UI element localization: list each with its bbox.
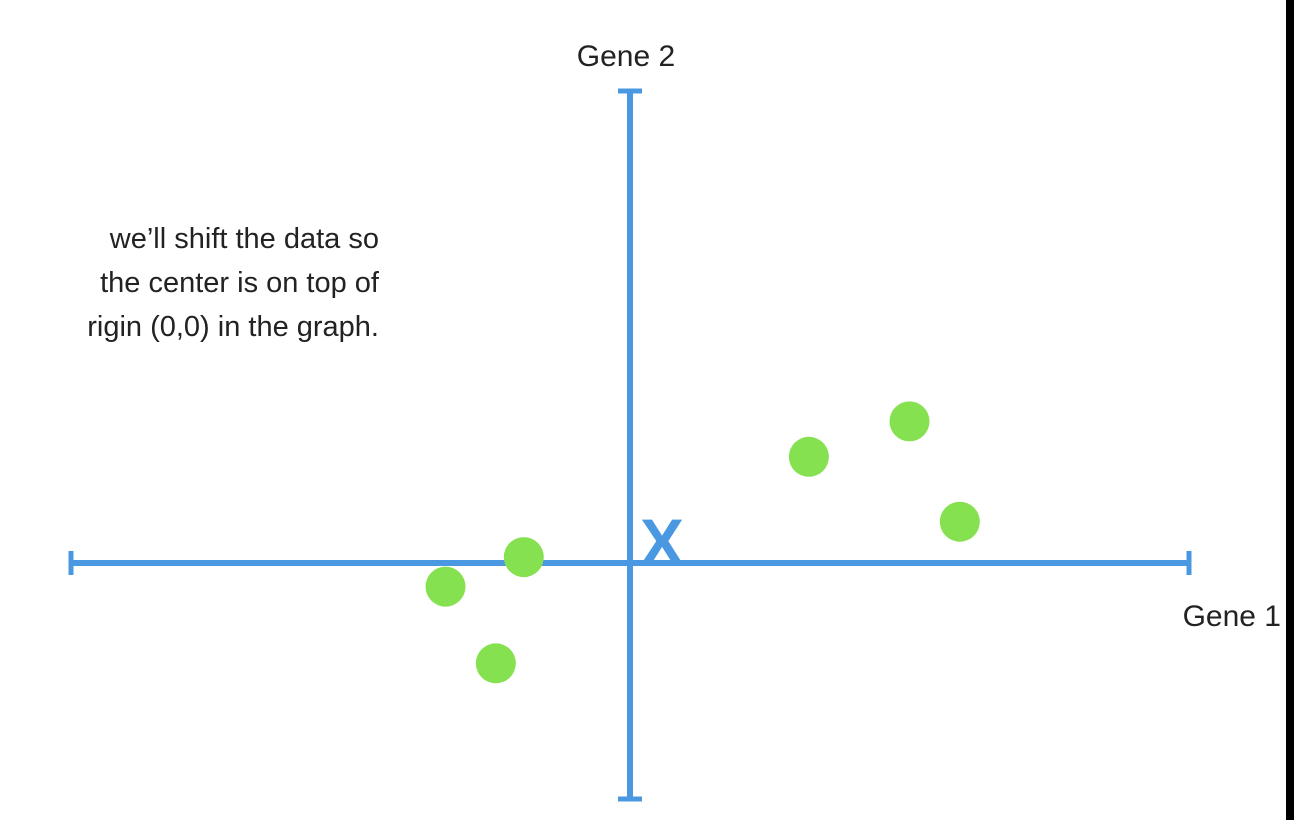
caption-text: we’ll shift the data so the center is on… xyxy=(0,217,379,349)
data-point xyxy=(939,501,980,542)
data-point xyxy=(425,566,466,607)
caption-line-2: the center is on top of xyxy=(100,267,379,299)
caption-line-3: rigin (0,0) in the graph. xyxy=(87,311,379,343)
y-axis xyxy=(618,88,642,802)
data-points xyxy=(425,401,980,684)
data-point xyxy=(889,401,930,442)
center-marker: X xyxy=(640,505,684,579)
caption-line-1: we’ll shift the data so xyxy=(109,223,379,255)
data-point xyxy=(503,537,544,578)
data-point xyxy=(475,643,516,684)
x-axis-label: Gene 1 xyxy=(1183,600,1281,633)
data-point xyxy=(788,436,829,477)
y-axis-label: Gene 2 xyxy=(577,40,675,73)
